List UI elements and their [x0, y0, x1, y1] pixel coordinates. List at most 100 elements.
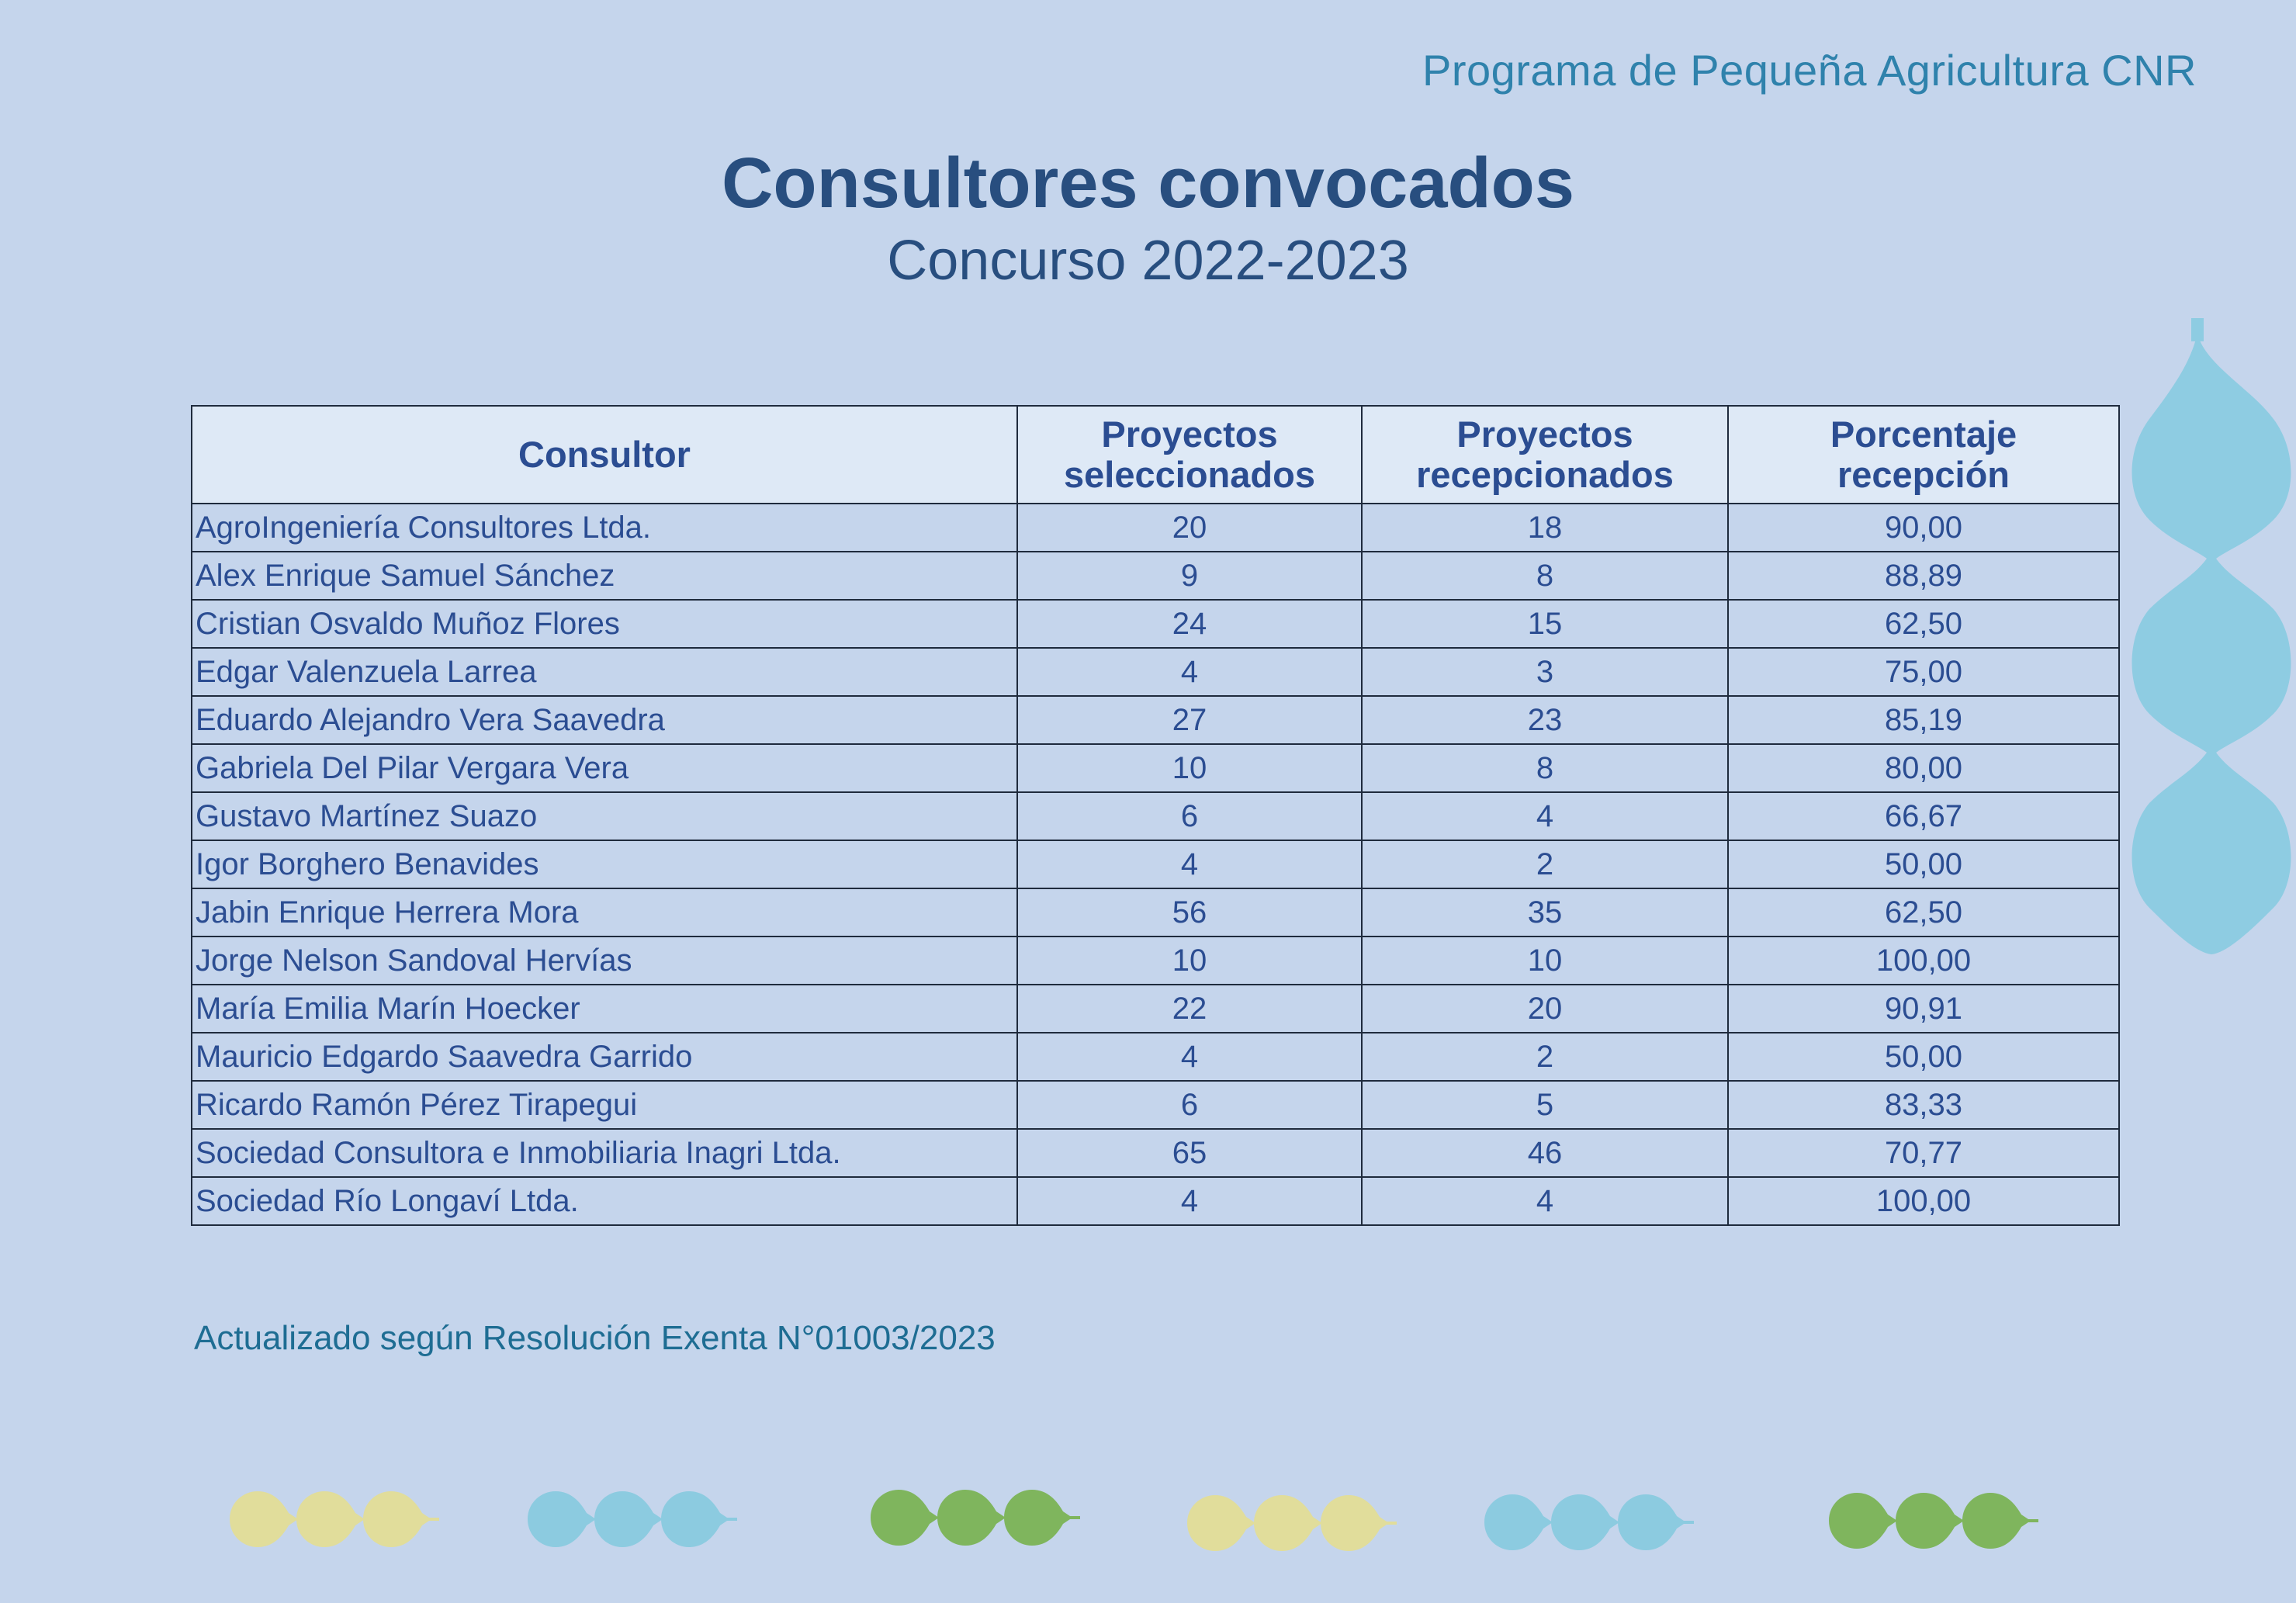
consultant-name-cell: Gabriela Del Pilar Vergara Vera [191, 743, 1018, 793]
selected-projects-cell: 56 [1016, 888, 1363, 937]
drop-shape [937, 1490, 1006, 1546]
drop-shape [1829, 1493, 1897, 1549]
consultant-name-cell: Gustavo Martínez Suazo [191, 791, 1018, 841]
column-header: Proyectos recepcionados [1361, 405, 1729, 504]
reception-percent-cell: 100,00 [1727, 936, 2120, 985]
side-drop-1 [2132, 334, 2291, 563]
drop-shape [1321, 1495, 1389, 1551]
column-header: Proyectos seleccionados [1016, 405, 1363, 504]
table-row: Jabin Enrique Herrera Mora 56 35 62,50 [191, 888, 2120, 937]
table-row: Igor Borghero Benavides 4 2 50,00 [191, 840, 2120, 889]
drop-shape [1962, 1493, 2031, 1549]
consultant-name-cell: Jabin Enrique Herrera Mora [191, 888, 1018, 937]
drop-shape [871, 1490, 939, 1546]
received-projects-cell: 46 [1361, 1128, 1729, 1178]
update-footnote: Actualizado según Resolución Exenta N°01… [194, 1319, 996, 1357]
drop-group-green [1829, 1493, 2038, 1549]
selected-projects-cell: 4 [1016, 1032, 1363, 1082]
drop-group-green [871, 1490, 1080, 1546]
drop-shape [230, 1491, 298, 1547]
table-row: Gustavo Martínez Suazo 6 4 66,67 [191, 791, 2120, 841]
selected-projects-cell: 9 [1016, 551, 1363, 601]
received-projects-cell: 3 [1361, 647, 1729, 697]
selected-projects-cell: 10 [1016, 743, 1363, 793]
received-projects-cell: 15 [1361, 599, 1729, 649]
side-drop-stem [2191, 318, 2204, 341]
page-subtitle: Concurso 2022-2023 [887, 230, 1409, 292]
received-projects-cell: 23 [1361, 695, 1729, 745]
reception-percent-cell: 85,19 [1727, 695, 2120, 745]
drop-stem [2023, 1519, 2038, 1522]
received-projects-cell: 35 [1361, 888, 1729, 937]
consultant-name-cell: Eduardo Alejandro Vera Saavedra [191, 695, 1018, 745]
drop-stem [1678, 1521, 1694, 1524]
received-projects-cell: 2 [1361, 840, 1729, 889]
table-row: María Emilia Marín Hoecker 22 20 90,91 [191, 984, 2120, 1033]
drop-shape [1896, 1493, 1964, 1549]
reception-percent-cell: 70,77 [1727, 1128, 2120, 1178]
drop-group-yellow [230, 1491, 439, 1547]
selected-projects-cell: 20 [1016, 503, 1363, 552]
table-row: Eduardo Alejandro Vera Saavedra 27 23 85,19 [191, 695, 2120, 745]
received-projects-cell: 10 [1361, 936, 1729, 985]
side-drop-3 [2132, 745, 2291, 954]
received-projects-cell: 4 [1361, 1176, 1729, 1226]
table-body: AgroIngeniería Consultores Ltda. 20 18 90,0… [191, 503, 2120, 1226]
column-header-line1: Proyectos [1456, 414, 1633, 455]
table-row: Edgar Valenzuela Larrea 4 3 75,00 [191, 647, 2120, 697]
drop-group-blue [1484, 1494, 1694, 1550]
drop-shape [661, 1491, 729, 1547]
drop-shape [1484, 1494, 1553, 1550]
column-header-line1: Proyectos [1101, 414, 1278, 455]
table-row: Mauricio Edgardo Saavedra Garrido 4 2 50,00 [191, 1032, 2120, 1082]
column-header: Consultor [191, 405, 1018, 504]
drop-shape [1551, 1494, 1619, 1550]
table-header-row: Consultor Proyectos seleccionados Proyectos… [191, 405, 2120, 504]
table-row: Gabriela Del Pilar Vergara Vera 10 8 80,00 [191, 743, 2120, 793]
reception-percent-cell: 75,00 [1727, 647, 2120, 697]
column-header-line1: Porcentaje [1830, 414, 2017, 455]
selected-projects-cell: 6 [1016, 791, 1363, 841]
drop-shape [594, 1491, 663, 1547]
selected-projects-cell: 22 [1016, 984, 1363, 1033]
consultant-name-cell: Alex Enrique Samuel Sánchez [191, 551, 1018, 601]
received-projects-cell: 8 [1361, 551, 1729, 601]
consultant-name-cell: Mauricio Edgardo Saavedra Garrido [191, 1032, 1018, 1082]
received-projects-cell: 2 [1361, 1032, 1729, 1082]
selected-projects-cell: 27 [1016, 695, 1363, 745]
column-header-line2: recepción [1837, 454, 2010, 495]
selected-projects-cell: 4 [1016, 840, 1363, 889]
reception-percent-cell: 62,50 [1727, 599, 2120, 649]
consultant-name-cell: AgroIngeniería Consultores Ltda. [191, 503, 1018, 552]
drop-stem [424, 1518, 439, 1521]
drop-stem [1381, 1522, 1397, 1525]
received-projects-cell: 5 [1361, 1080, 1729, 1130]
reception-percent-cell: 90,91 [1727, 984, 2120, 1033]
drop-shape [1254, 1495, 1322, 1551]
consultant-name-cell: Cristian Osvaldo Muñoz Flores [191, 599, 1018, 649]
reception-percent-cell: 62,50 [1727, 888, 2120, 937]
received-projects-cell: 18 [1361, 503, 1729, 552]
selected-projects-cell: 65 [1016, 1128, 1363, 1178]
received-projects-cell: 20 [1361, 984, 1729, 1033]
drop-shape [363, 1491, 431, 1547]
consultant-name-cell: Igor Borghero Benavides [191, 840, 1018, 889]
consultant-name-cell: Sociedad Río Longaví Ltda. [191, 1176, 1018, 1226]
table-row: Jorge Nelson Sandoval Hervías 10 10 100,00 [191, 936, 2120, 985]
column-header: Porcentaje recepción [1727, 405, 2120, 504]
consultant-name-cell: Ricardo Ramón Pérez Tirapegui [191, 1080, 1018, 1130]
reception-percent-cell: 100,00 [1727, 1176, 2120, 1226]
selected-projects-cell: 4 [1016, 647, 1363, 697]
consultants-table: Consultor Proyectos seleccionados Proyectos… [191, 405, 2120, 1226]
table-row: Sociedad Río Longaví Ltda. 4 4 100,00 [191, 1176, 2120, 1226]
drop-shape [1187, 1495, 1255, 1551]
consultant-name-cell: Edgar Valenzuela Larrea [191, 647, 1018, 697]
column-header-line2: recepcionados [1416, 454, 1674, 495]
page-title: Consultores convocados [721, 144, 1575, 223]
reception-percent-cell: 80,00 [1727, 743, 2120, 793]
drop-shape [1004, 1490, 1072, 1546]
consultant-name-cell: Sociedad Consultora e Inmobiliaria Inagr… [191, 1128, 1018, 1178]
drop-group-yellow [1187, 1495, 1397, 1551]
table-row: AgroIngeniería Consultores Ltda. 20 18 90,0… [191, 503, 2120, 552]
drop-shape [528, 1491, 596, 1547]
